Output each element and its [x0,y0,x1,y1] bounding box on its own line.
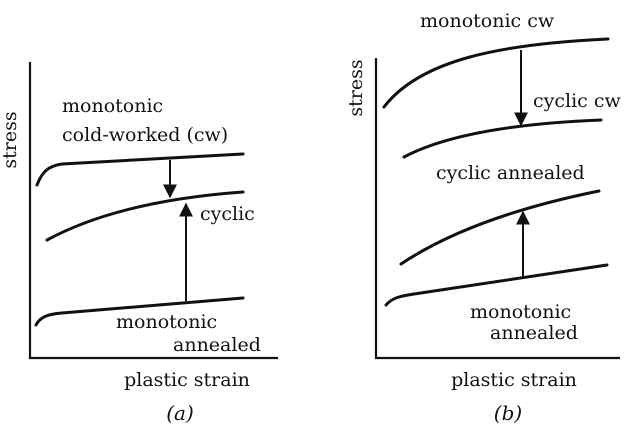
panel-b-label-monotonic-annealed-2: annealed [490,322,578,344]
panel-a: stress plastic strain (a) monotonic cold… [0,62,278,425]
panel-b-curve-monotonic-annealed [386,265,607,305]
panel-b-label-monotonic-cw: monotonic cw [420,10,555,32]
panel-a-curve-monotonic-cw [37,154,243,185]
panel-b-curve-cyclic-cw [404,120,601,157]
panel-a-label-monotonic-annealed-2: annealed [173,334,261,356]
panel-a-y-axis-label: stress [0,111,21,168]
panel-b-x-axis-label: plastic strain [451,369,577,391]
panel-a-label-monotonic-annealed-1: monotonic [116,311,217,333]
panel-b-label-cyclic-annealed: cyclic annealed [436,162,585,184]
panel-a-label-cyclic: cyclic [200,203,255,225]
panel-a-label-monotonic-cw-2: cold-worked (cw) [62,124,228,146]
panel-b-y-axis-label: stress [345,59,367,116]
panel-b-label-monotonic-annealed-1: monotonic [470,301,571,323]
panel-a-label-monotonic-cw-1: monotonic [62,95,163,117]
panel-b-label-cyclic-cw: cyclic cw [533,90,621,112]
panel-a-x-axis-label: plastic strain [124,369,250,391]
panel-b-curve-cyclic-annealed [401,191,599,264]
panel-a-caption: (a) [166,401,194,425]
panel-b-caption: (b) [494,401,522,425]
panel-b: stress plastic strain (b) monotonic cw c… [345,10,621,425]
